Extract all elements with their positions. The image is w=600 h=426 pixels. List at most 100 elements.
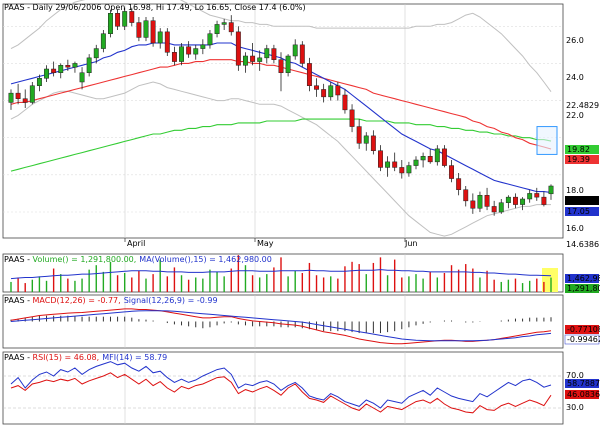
candle-body [58, 65, 64, 73]
candle-body [413, 159, 419, 166]
candle-body [299, 44, 305, 64]
candle-body [122, 11, 128, 27]
month-label-may: May [257, 239, 274, 248]
candle-body [335, 85, 341, 96]
rsi-panel [3, 361, 563, 414]
tag-ma-short: 17.05 [567, 207, 590, 216]
candle-body [115, 13, 121, 27]
candle-body [527, 193, 533, 200]
candle-body [243, 55, 248, 66]
price-tick-24: 24.0 [566, 73, 584, 82]
candle-body [491, 206, 497, 213]
candle-body [200, 44, 206, 49]
candle-body [8, 92, 14, 103]
candle-body [179, 46, 184, 62]
candle-body [86, 57, 92, 73]
tag-ma-long: 19.82 [567, 145, 590, 154]
candle-body [100, 33, 106, 49]
tag-vol: 1,291,800 [567, 284, 600, 293]
macd-label-value: MACD(12,26) = -0.77, [33, 296, 121, 305]
candle-body [328, 85, 334, 98]
price-tick-18: 18.0 [566, 186, 584, 195]
bollinger-upper-line [10, 0, 552, 92]
ma-long-line [10, 118, 552, 172]
candle-body [214, 24, 220, 34]
price-panel-frame [2, 3, 564, 239]
month-label-april: April [127, 239, 145, 248]
rsi-tick-30: 30.0 [566, 403, 584, 412]
mfi-line [10, 361, 552, 409]
candle-body [541, 196, 547, 205]
candle-body [36, 78, 42, 86]
volume-label: PAAS - Volume() = 1,291,800.00, MA(Volume… [4, 255, 272, 264]
candle-body [221, 22, 227, 25]
candle-body [129, 11, 135, 23]
tag-ma-mid: 19.39 [567, 155, 590, 164]
candle-body [79, 72, 85, 83]
bollinger-lower-line [10, 81, 551, 237]
candle-body [321, 89, 327, 98]
tag-signal: -0.994624 [567, 335, 600, 344]
candle-body [520, 198, 526, 205]
candle-body [463, 189, 469, 202]
candlesticks [8, 7, 554, 216]
candle-body [420, 156, 426, 161]
candle-body [292, 44, 298, 57]
candle-body [513, 196, 518, 205]
candle-body [349, 109, 355, 127]
volume-bars [10, 255, 558, 292]
candle-body [385, 161, 391, 168]
rsi-label-mfi: MFI(14) = 58.79 [102, 353, 167, 362]
candle-body [434, 148, 440, 163]
candle-body [72, 63, 78, 68]
volume-ma-line [10, 269, 552, 280]
rsi-panel-frame [2, 351, 564, 425]
tag-lower: 14.6386 [566, 240, 599, 249]
candle-body [257, 57, 263, 62]
candle-body [342, 94, 348, 111]
candle-body [15, 92, 21, 99]
macd-panel-frame [2, 294, 564, 349]
panel-frames [2, 3, 564, 425]
rsi-line [10, 372, 552, 414]
candle-body [449, 165, 454, 179]
tag-rsi-bg [565, 390, 599, 399]
candle-body [29, 85, 35, 103]
tag-ma-short-bg [565, 207, 599, 216]
candle-body [505, 196, 511, 203]
candle-body [484, 195, 490, 207]
candle-body [264, 48, 270, 59]
candle-body [285, 55, 291, 73]
candle-body [278, 59, 284, 73]
tag-signal-bg [564, 334, 600, 345]
candle-body [186, 46, 192, 55]
tag-ma-long-bg [565, 145, 599, 154]
macd-signal-line [10, 310, 552, 342]
candle-body [235, 31, 241, 66]
candle-body [150, 20, 156, 44]
candle-body [356, 126, 362, 144]
candle-body [164, 31, 170, 53]
tag-macd-bg [565, 325, 599, 334]
tag-rsi: 46.0836 [567, 390, 600, 399]
tag-mfi-bg [565, 379, 599, 388]
candle-body [65, 65, 71, 68]
candle-body [136, 22, 142, 38]
tag-vol-ma-bg [565, 274, 599, 283]
candle-body [470, 200, 476, 209]
candle-body [427, 156, 433, 163]
moving-averages [10, 42, 558, 194]
candle-body [498, 202, 504, 213]
volume-label-prefix: PAAS - [4, 255, 33, 264]
bollinger-bands [10, 0, 552, 237]
candle-body [363, 135, 369, 144]
macd-label-signal: Signal(12,26,9) = -0.99 [124, 296, 218, 305]
chart-title: PAAS - Daily 29/06/2006 Open 16.98, Hi 1… [4, 3, 306, 12]
volume-highlight [542, 268, 558, 292]
rsi-label-value: RSI(15) = 46.08, [33, 353, 100, 362]
candle-body [51, 68, 57, 73]
candle-body [44, 68, 49, 79]
tag-vol-bg [565, 284, 599, 293]
tag-mfi: 58.7887 [567, 379, 600, 388]
